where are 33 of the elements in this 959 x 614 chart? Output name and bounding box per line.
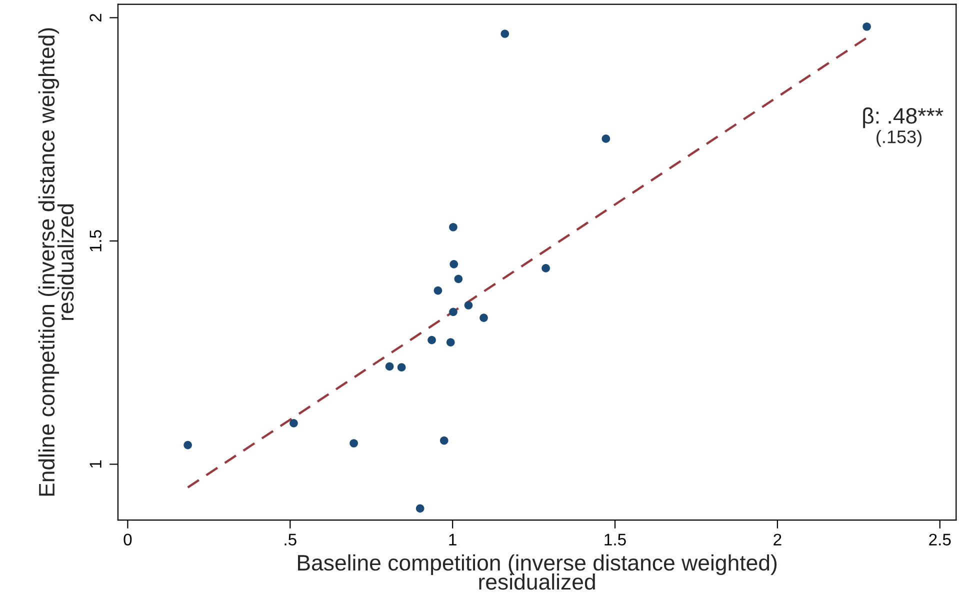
point bbox=[290, 418, 298, 428]
annotation: β: .48*** bbox=[863, 107, 944, 128]
y-axis-title: Endline competition (inverse distance weighted) residualized bbox=[38, 28, 74, 496]
point bbox=[350, 439, 358, 448]
point bbox=[480, 314, 488, 322]
annotation: (.153) bbox=[876, 130, 922, 147]
point bbox=[428, 336, 436, 344]
y-tick-label: 1 bbox=[90, 460, 102, 468]
x-tick-label: 0 bbox=[124, 534, 132, 546]
point bbox=[454, 274, 463, 284]
x-tick-label: 1.5 bbox=[604, 534, 626, 546]
point bbox=[416, 504, 424, 513]
point bbox=[440, 436, 448, 445]
point bbox=[464, 301, 473, 310]
point bbox=[449, 222, 458, 232]
point bbox=[500, 30, 510, 38]
x-tick-label: 2.5 bbox=[929, 534, 951, 546]
y-tick-label: 2 bbox=[90, 14, 102, 22]
point bbox=[450, 260, 458, 268]
point bbox=[542, 264, 550, 272]
point bbox=[385, 362, 394, 371]
x-tick-label: .5 bbox=[284, 534, 296, 546]
point bbox=[434, 286, 442, 295]
point bbox=[602, 134, 610, 143]
point bbox=[449, 308, 458, 316]
x-tick-label: 1 bbox=[449, 534, 456, 546]
point bbox=[397, 363, 406, 372]
x-tick-label: 2 bbox=[774, 534, 782, 546]
point bbox=[184, 440, 192, 450]
y-tick-label: 1.5 bbox=[90, 230, 102, 252]
point bbox=[862, 22, 871, 31]
x-axis-title: Baseline competition (inverse distance weighted) residualized bbox=[298, 554, 777, 590]
point bbox=[446, 338, 455, 346]
